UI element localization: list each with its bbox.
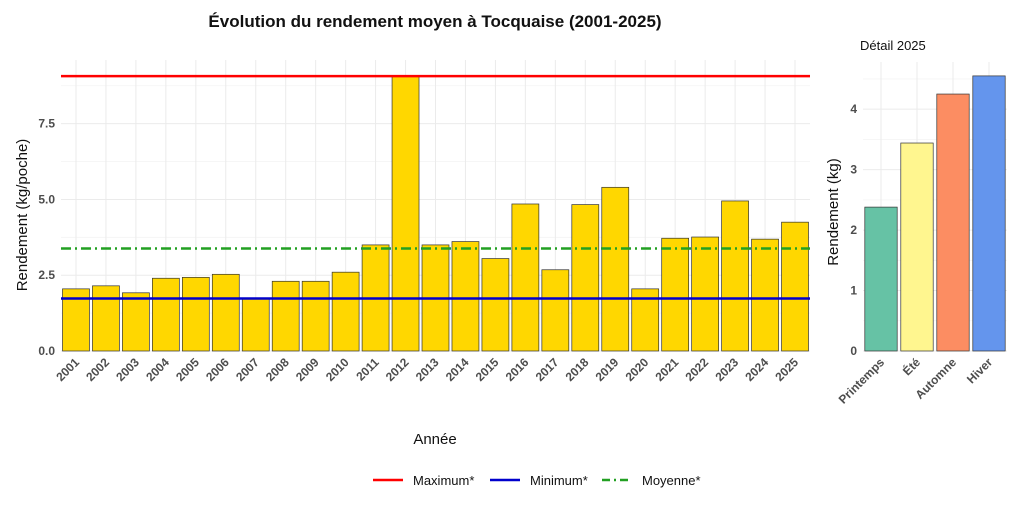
bar-2004 xyxy=(152,277,180,352)
x-tick-label: 2022 xyxy=(682,355,711,384)
legend-label: Minimum* xyxy=(530,473,588,488)
bar-2012 xyxy=(391,75,420,352)
main-plot-area: 0.0 2.5 5.0 7.5 2001 2002 2003 2004 2005 2006 2007… xyxy=(38,60,810,384)
detail-chart-title: Détail 2025 xyxy=(860,38,926,53)
y-tick-label: 7.5 xyxy=(38,117,55,131)
x-tick-label: 2011 xyxy=(353,355,382,384)
bar-2023 xyxy=(721,200,749,352)
bar-2010 xyxy=(331,271,360,352)
x-tick-label: Printemps xyxy=(836,355,888,407)
main-x-axis-title: Année xyxy=(413,431,456,448)
bar-2014 xyxy=(451,241,480,352)
x-tick-label: 2006 xyxy=(203,355,232,384)
y-tick-label: 2.5 xyxy=(38,268,55,282)
x-tick-label: 2015 xyxy=(473,355,502,384)
bar-2016 xyxy=(511,203,540,352)
bar-2021 xyxy=(661,237,690,352)
bar-2009 xyxy=(301,280,330,352)
bar-Été xyxy=(900,142,934,352)
x-tick-label: 2025 xyxy=(772,355,801,384)
x-tick-label: 2023 xyxy=(712,355,741,384)
x-tick-label: 2008 xyxy=(263,355,292,384)
x-tick-label: 2004 xyxy=(143,355,172,384)
bar-Printemps xyxy=(864,206,898,352)
y-tick-label: 2 xyxy=(850,223,857,237)
x-tick-label: 2007 xyxy=(233,355,262,384)
x-tick-label: 2003 xyxy=(113,355,142,384)
x-tick-label: 2002 xyxy=(83,355,112,384)
x-tick-label: 2012 xyxy=(383,355,412,384)
main-y-axis-title: Rendement (kg/poche) xyxy=(14,139,31,292)
legend-label: Moyenne* xyxy=(642,473,701,488)
x-tick-label: 2017 xyxy=(533,355,562,384)
y-tick-label: 3 xyxy=(850,163,857,177)
x-tick-label: 2020 xyxy=(623,355,652,384)
x-tick-label: 2010 xyxy=(323,355,352,384)
y-tick-label: 1 xyxy=(850,284,857,298)
bar-2025 xyxy=(781,221,809,352)
legend: Maximum* Minimum* Moyenne* xyxy=(373,473,701,488)
y-tick-label: 0 xyxy=(850,344,857,358)
x-tick-label: Été xyxy=(899,354,923,378)
bar-2024 xyxy=(751,238,779,352)
x-tick-label: 2019 xyxy=(593,355,622,384)
bar-2019 xyxy=(601,186,630,352)
bar-Hiver xyxy=(972,75,1006,352)
x-tick-label: 2001 xyxy=(53,355,82,384)
bar-2015 xyxy=(481,258,510,352)
bar-2006 xyxy=(211,273,240,352)
y-tick-label: 4 xyxy=(850,102,857,116)
bar-2005 xyxy=(181,276,210,352)
bar-2022 xyxy=(691,236,719,352)
y-tick-label: 0.0 xyxy=(38,344,55,358)
x-tick-label: 2018 xyxy=(563,355,592,384)
x-tick-label: 2021 xyxy=(653,355,682,384)
bar-2003 xyxy=(122,292,150,352)
bar-2007 xyxy=(241,298,270,352)
legend-label: Maximum* xyxy=(413,473,474,488)
main-chart-title: Évolution du rendement moyen à Tocquaise… xyxy=(208,12,661,31)
bar-2017 xyxy=(541,269,570,352)
x-tick-label: 2013 xyxy=(413,355,442,384)
x-tick-label: Hiver xyxy=(964,355,995,386)
bar-2018 xyxy=(571,204,600,352)
bar-2002 xyxy=(92,285,120,352)
bar-2008 xyxy=(271,280,300,352)
x-tick-label: 2005 xyxy=(173,355,202,384)
x-tick-label: 2014 xyxy=(443,355,472,384)
bar-Automne xyxy=(936,93,970,352)
detail-y-axis-title: Rendement (kg) xyxy=(825,158,842,266)
x-tick-label: 2009 xyxy=(293,355,322,384)
y-tick-label: 5.0 xyxy=(38,192,55,206)
x-tick-label: 2024 xyxy=(742,355,771,384)
x-tick-label: 2016 xyxy=(503,355,532,384)
